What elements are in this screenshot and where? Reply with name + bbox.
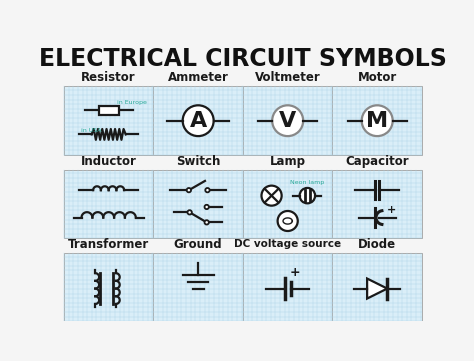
Text: A: A — [190, 111, 207, 131]
Text: DC voltage source: DC voltage source — [234, 239, 341, 249]
Circle shape — [300, 188, 315, 203]
Circle shape — [187, 188, 191, 192]
Text: Voltmeter: Voltmeter — [255, 71, 320, 84]
Circle shape — [262, 186, 282, 206]
Text: in USA: in USA — [81, 128, 101, 133]
Text: +: + — [290, 266, 301, 279]
Text: M: M — [366, 111, 388, 131]
Circle shape — [362, 105, 392, 136]
Circle shape — [278, 211, 298, 231]
Bar — [243, 170, 332, 238]
Circle shape — [182, 105, 214, 136]
Bar — [243, 86, 332, 155]
Bar — [154, 253, 243, 321]
Text: Lamp: Lamp — [270, 155, 306, 168]
Bar — [243, 253, 332, 321]
Bar — [64, 170, 154, 238]
Text: Ammeter: Ammeter — [168, 71, 228, 84]
Text: Transformer: Transformer — [68, 238, 149, 251]
Bar — [332, 170, 422, 238]
Text: V: V — [279, 111, 296, 131]
Bar — [154, 86, 243, 155]
Text: Resistor: Resistor — [82, 71, 136, 84]
Text: Capacitor: Capacitor — [346, 155, 409, 168]
Bar — [332, 86, 422, 155]
Text: in Europe: in Europe — [117, 100, 147, 105]
Text: ELECTRICAL CIRCUIT SYMBOLS: ELECTRICAL CIRCUIT SYMBOLS — [39, 48, 447, 71]
Text: Inductor: Inductor — [81, 155, 137, 168]
Text: Neon lamp: Neon lamp — [290, 180, 325, 185]
Bar — [154, 170, 243, 238]
Bar — [64, 253, 154, 321]
Text: +: + — [386, 205, 396, 215]
Bar — [64, 86, 154, 155]
Text: Motor: Motor — [357, 71, 397, 84]
Circle shape — [188, 210, 192, 214]
Text: Switch: Switch — [176, 155, 220, 168]
Text: Diode: Diode — [358, 238, 396, 251]
Circle shape — [204, 205, 209, 209]
Circle shape — [204, 220, 209, 225]
Bar — [332, 253, 422, 321]
Text: Ground: Ground — [174, 238, 222, 251]
Polygon shape — [367, 279, 387, 299]
Bar — [99, 106, 118, 115]
Circle shape — [205, 188, 210, 192]
Circle shape — [272, 105, 303, 136]
